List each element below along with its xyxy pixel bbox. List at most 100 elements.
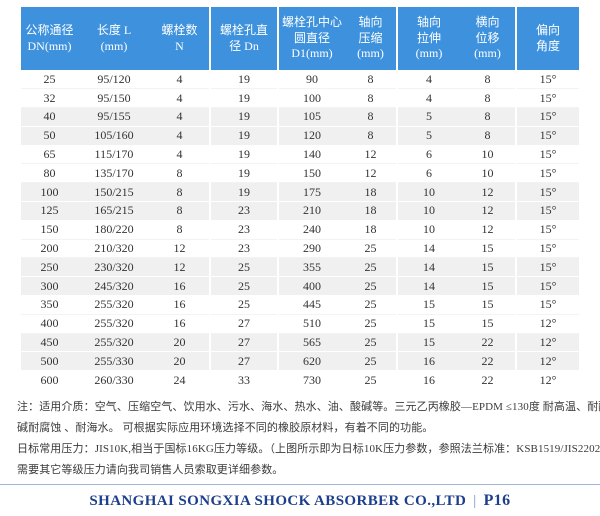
cell-axial-extension: 6 — [397, 163, 460, 184]
cell-bolt-count: 4 — [150, 88, 211, 109]
page-number: P16 — [483, 492, 511, 510]
cell-axial-compression: 25 — [345, 295, 398, 315]
cell-dn: 600 — [21, 370, 78, 391]
table-row-dn-300: 300 245/320 16 25 400 25 14 15 15° — [21, 276, 579, 297]
cell-bolt-count: 12 — [150, 239, 211, 259]
cell-bolt-circle-dia: 175 — [278, 182, 345, 203]
table-row-dn-40: 40 95/155 4 19 105 8 5 8 15° — [21, 107, 579, 127]
cell-axial-extension: 14 — [397, 257, 460, 278]
cell-deflection-angle: 15° — [516, 145, 579, 165]
column-header-line: 压缩 — [358, 30, 383, 45]
cell-axial-extension: 5 — [397, 126, 460, 146]
column-header-deflection-angle: 偏向 角度 — [516, 7, 579, 70]
cell-bolt-hole-dia: 25 — [210, 276, 279, 297]
cell-deflection-angle: 15° — [516, 295, 579, 315]
column-header-line: 轴向 — [358, 15, 383, 30]
cell-dn: 125 — [21, 201, 78, 221]
cell-bolt-circle-dia: 100 — [278, 88, 345, 109]
cell-deflection-angle: 15° — [516, 163, 579, 184]
cell-bolt-circle-dia: 140 — [278, 145, 345, 165]
column-header-line: 轴向 — [416, 15, 441, 30]
table-header-row: 公称通径 DN(mm) 长度 L (mm) 螺栓数 N 螺栓孔直径 Dn 螺栓孔中心 圆直径 D1… — [21, 7, 579, 70]
cell-axial-extension: 14 — [397, 239, 460, 259]
cell-bolt-count: 8 — [150, 201, 211, 221]
page-footer: SHANGHAI SONGXIA SHOCK ABSORBER CO.,LTD |… — [0, 492, 600, 510]
flange-spec-table: 公称通径 DN(mm) 长度 L (mm) 螺栓数 N 螺栓孔直径 Dn 螺栓孔中心 圆直径 D1… — [21, 7, 579, 391]
column-header-line: 位移 — [475, 30, 500, 45]
cell-length: 95/120 — [78, 70, 150, 90]
cell-bolt-count: 4 — [150, 145, 211, 165]
cell-bolt-circle-dia: 620 — [278, 351, 345, 372]
cell-bolt-count: 16 — [150, 314, 211, 334]
cell-bolt-circle-dia: 290 — [278, 239, 345, 259]
cell-deflection-angle: 12° — [516, 314, 579, 334]
cell-dn: 150 — [21, 220, 78, 240]
cell-dn: 100 — [21, 182, 78, 203]
cell-bolt-hole-dia: 19 — [210, 88, 279, 109]
table-row-dn-100: 100 150/215 8 19 175 18 10 12 15° — [21, 182, 579, 203]
cell-bolt-circle-dia: 565 — [278, 333, 345, 353]
cell-bolt-hole-dia: 25 — [210, 257, 279, 278]
cell-bolt-hole-dia: 19 — [210, 70, 279, 90]
cell-length: 255/330 — [78, 351, 150, 372]
cell-deflection-angle: 15° — [516, 182, 579, 203]
cell-axial-compression: 25 — [345, 370, 398, 391]
cell-bolt-hole-dia: 25 — [210, 295, 279, 315]
note-line: 碱耐腐蚀 、耐海水。 可根据实际应用环境选择不同的橡胶原材料，有着不同的功能。 — [17, 422, 434, 435]
cell-bolt-circle-dia: 510 — [278, 314, 345, 334]
column-header-line: D1(mm) — [291, 46, 333, 61]
column-header-line: 角度 — [535, 38, 560, 53]
cell-bolt-circle-dia: 105 — [278, 107, 345, 127]
cell-dn: 65 — [21, 145, 78, 165]
cell-axial-extension: 5 — [397, 107, 460, 127]
cell-bolt-circle-dia: 730 — [278, 370, 345, 391]
cell-bolt-count: 12 — [150, 257, 211, 278]
cell-bolt-count: 24 — [150, 370, 211, 391]
cell-bolt-count: 8 — [150, 182, 211, 203]
column-header-line: 拉伸 — [416, 30, 441, 45]
cell-axial-extension: 4 — [397, 88, 460, 109]
cell-dn: 250 — [21, 257, 78, 278]
footer-separator: | — [473, 493, 477, 510]
cell-lateral-displacement: 8 — [460, 88, 517, 109]
cell-length: 95/150 — [78, 88, 150, 109]
table-row-dn-500: 500 255/330 20 27 620 25 16 22 12° — [21, 351, 579, 372]
cell-deflection-angle: 15° — [516, 239, 579, 259]
cell-axial-extension: 4 — [397, 70, 460, 90]
cell-lateral-displacement: 12 — [460, 182, 517, 203]
cell-lateral-displacement: 15 — [460, 239, 517, 259]
column-header-line: 径 Dn — [229, 38, 259, 53]
cell-length: 245/320 — [78, 276, 150, 297]
column-header-line: DN(mm) — [27, 38, 72, 53]
cell-length: 165/215 — [78, 201, 150, 221]
cell-lateral-displacement: 10 — [460, 163, 517, 184]
column-header-bolt-circle-dia: 螺栓孔中心 圆直径 D1(mm) — [278, 7, 345, 70]
cell-bolt-hole-dia: 23 — [210, 220, 279, 240]
cell-bolt-hole-dia: 27 — [210, 351, 279, 372]
column-header-line: (mm) — [357, 46, 384, 61]
cell-length: 230/320 — [78, 257, 150, 278]
cell-length: 180/220 — [78, 220, 150, 240]
cell-length: 210/320 — [78, 239, 150, 259]
cell-bolt-circle-dia: 210 — [278, 201, 345, 221]
cell-deflection-angle: 12° — [516, 370, 579, 391]
cell-dn: 300 — [21, 276, 78, 297]
cell-axial-extension: 16 — [397, 351, 460, 372]
cell-lateral-displacement: 22 — [460, 333, 517, 353]
table-row-dn-32: 32 95/150 4 19 100 8 4 8 15° — [21, 88, 579, 109]
column-header-bolt-hole-dia: 螺栓孔直径 Dn — [210, 7, 279, 70]
table-row-dn-200: 200 210/320 12 23 290 25 14 15 15° — [21, 239, 579, 259]
cell-bolt-circle-dia: 355 — [278, 257, 345, 278]
cell-lateral-displacement: 22 — [460, 370, 517, 391]
cell-axial-compression: 18 — [345, 220, 398, 240]
cell-lateral-displacement: 15 — [460, 295, 517, 315]
table-header: 公称通径 DN(mm) 长度 L (mm) 螺栓数 N 螺栓孔直径 Dn 螺栓孔中心 圆直径 D1… — [21, 7, 579, 70]
cell-deflection-angle: 15° — [516, 220, 579, 240]
cell-bolt-count: 16 — [150, 295, 211, 315]
cell-dn: 450 — [21, 333, 78, 353]
cell-deflection-angle: 15° — [516, 70, 579, 90]
cell-axial-extension: 14 — [397, 276, 460, 297]
cell-axial-compression: 25 — [345, 239, 398, 259]
cell-axial-extension: 15 — [397, 314, 460, 334]
cell-axial-compression: 12 — [345, 163, 398, 184]
